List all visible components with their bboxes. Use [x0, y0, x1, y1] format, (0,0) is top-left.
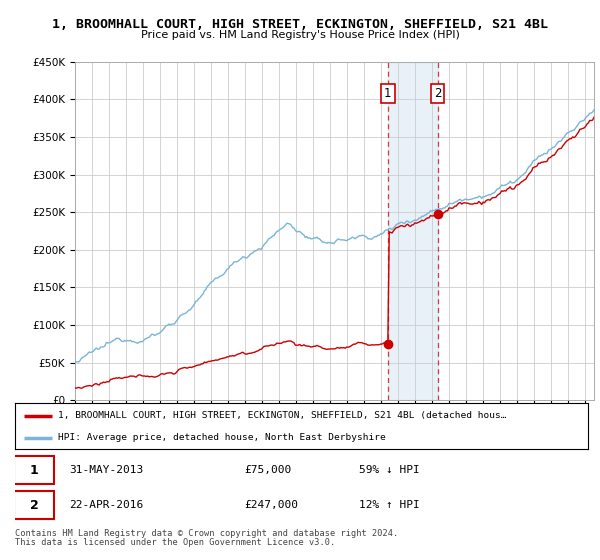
Text: 2: 2 [29, 499, 38, 512]
Text: 2: 2 [434, 87, 442, 100]
FancyBboxPatch shape [14, 491, 54, 519]
FancyBboxPatch shape [14, 456, 54, 484]
Text: Contains HM Land Registry data © Crown copyright and database right 2024.: Contains HM Land Registry data © Crown c… [15, 529, 398, 538]
Text: 1: 1 [384, 87, 392, 100]
Text: 12% ↑ HPI: 12% ↑ HPI [359, 500, 419, 510]
Text: HPI: Average price, detached house, North East Derbyshire: HPI: Average price, detached house, Nort… [58, 433, 386, 442]
Text: 1: 1 [29, 464, 38, 477]
Text: £75,000: £75,000 [244, 465, 292, 475]
Text: 31-MAY-2013: 31-MAY-2013 [70, 465, 143, 475]
Text: 22-APR-2016: 22-APR-2016 [70, 500, 143, 510]
Text: 1, BROOMHALL COURT, HIGH STREET, ECKINGTON, SHEFFIELD, S21 4BL (detached hous…: 1, BROOMHALL COURT, HIGH STREET, ECKINGT… [58, 411, 506, 420]
Text: Price paid vs. HM Land Registry's House Price Index (HPI): Price paid vs. HM Land Registry's House … [140, 30, 460, 40]
Text: This data is licensed under the Open Government Licence v3.0.: This data is licensed under the Open Gov… [15, 539, 335, 548]
Bar [388, 62, 437, 400]
Text: 59% ↓ HPI: 59% ↓ HPI [359, 465, 419, 475]
Text: £247,000: £247,000 [244, 500, 298, 510]
Text: 1, BROOMHALL COURT, HIGH STREET, ECKINGTON, SHEFFIELD, S21 4BL: 1, BROOMHALL COURT, HIGH STREET, ECKINGT… [52, 18, 548, 31]
